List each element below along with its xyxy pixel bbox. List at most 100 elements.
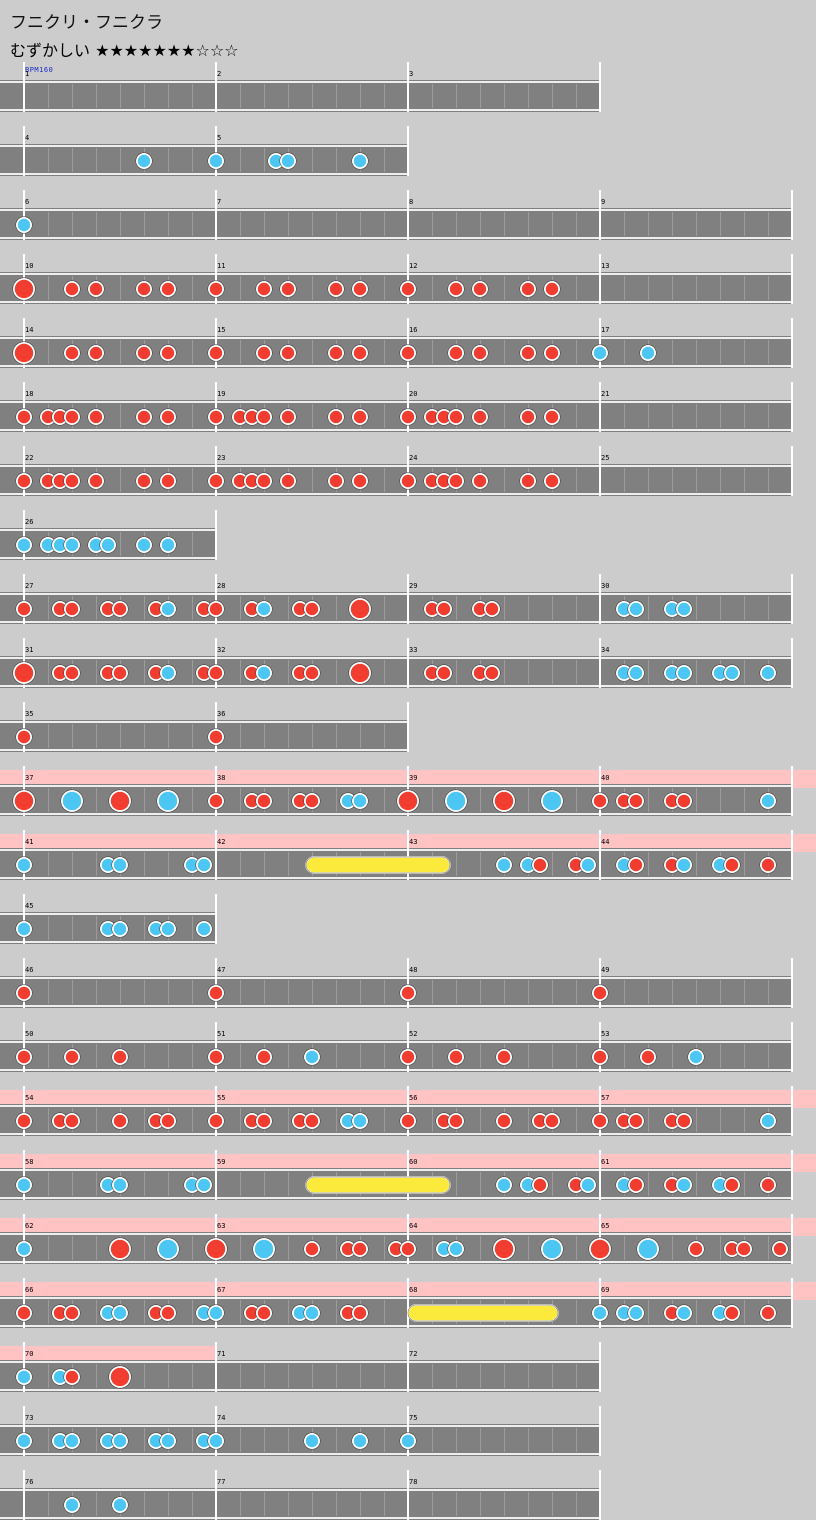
beat-line — [480, 1492, 481, 1516]
ka-note — [195, 1304, 213, 1322]
don-note — [231, 408, 249, 426]
beat-line — [552, 84, 553, 108]
beat-line — [240, 596, 241, 620]
bar-line — [791, 1150, 793, 1200]
note-face — [257, 1114, 271, 1128]
bar-number: 13 — [601, 262, 609, 270]
ka-note — [615, 600, 633, 618]
don-note — [627, 856, 645, 874]
note-face — [17, 858, 31, 872]
bar-line — [23, 1342, 25, 1392]
beat-line — [648, 212, 649, 236]
don-note — [483, 664, 501, 682]
beat-line — [144, 212, 145, 236]
beat-line — [192, 1108, 193, 1132]
bar-number: 65 — [601, 1222, 609, 1230]
note-face — [545, 474, 559, 488]
don-note — [351, 472, 369, 490]
note-face — [209, 986, 223, 1000]
note-face — [677, 1178, 691, 1192]
ka-note — [207, 1432, 225, 1450]
note-face — [65, 1434, 79, 1448]
note-face — [593, 1114, 607, 1128]
don-note — [15, 1048, 33, 1066]
ka-note — [255, 600, 273, 618]
don-note — [303, 600, 321, 618]
bar-number: 60 — [409, 1158, 417, 1166]
note-face — [521, 346, 535, 360]
note-face — [353, 1306, 367, 1320]
beat-line — [48, 148, 49, 172]
beat-line — [744, 212, 745, 236]
beat-line — [48, 852, 49, 876]
beat-line — [672, 1044, 673, 1068]
beat-line — [480, 212, 481, 236]
bar-number: 8 — [409, 198, 413, 206]
ka-big-note — [60, 789, 84, 813]
note-face — [281, 474, 295, 488]
beat-line — [72, 852, 73, 876]
note-face — [53, 1370, 67, 1384]
don-note — [63, 664, 81, 682]
don-note — [147, 600, 165, 618]
beat-line — [576, 596, 577, 620]
bar-number: 57 — [601, 1094, 609, 1102]
note-face — [329, 474, 343, 488]
note-face — [761, 1178, 775, 1192]
bar-line — [407, 1470, 409, 1520]
note-face — [113, 1050, 127, 1064]
ka-note — [159, 1432, 177, 1450]
beat-line — [504, 660, 505, 684]
beat-line — [504, 468, 505, 492]
don-note — [51, 472, 69, 490]
don-note — [567, 856, 585, 874]
note-face — [761, 1306, 775, 1320]
beat-line — [456, 660, 457, 684]
don-note — [387, 1240, 405, 1258]
beat-line — [288, 852, 289, 876]
ka-note — [159, 600, 177, 618]
beat-line — [96, 916, 97, 940]
lane-bottom-edge — [0, 1325, 792, 1327]
score-row: 18 19 20 21 — [0, 382, 793, 432]
ka-note — [579, 1176, 597, 1194]
beat-line — [168, 84, 169, 108]
don-note — [663, 1304, 681, 1322]
bar-number: 48 — [409, 966, 417, 974]
beat-line — [480, 1172, 481, 1196]
beat-line — [696, 596, 697, 620]
ka-note — [99, 920, 117, 938]
don-note — [471, 344, 489, 362]
beat-line — [240, 788, 241, 812]
note-face — [149, 1434, 163, 1448]
beat-line — [744, 1172, 745, 1196]
beat-line — [672, 468, 673, 492]
beat-line — [192, 660, 193, 684]
bar-number: 15 — [217, 326, 225, 334]
note-face — [113, 1178, 127, 1192]
note-face — [473, 346, 487, 360]
don-note — [99, 664, 117, 682]
note-face — [401, 474, 415, 488]
note-face — [14, 343, 34, 363]
beat-line — [432, 788, 433, 812]
don-note — [51, 600, 69, 618]
note-face — [293, 794, 307, 808]
note-face — [65, 1114, 79, 1128]
bar-line — [407, 1150, 409, 1200]
don-note — [759, 1176, 777, 1194]
bar-line — [407, 382, 409, 432]
lane-bottom-edge — [0, 1005, 792, 1007]
note-face — [641, 346, 655, 360]
beat-line — [576, 1044, 577, 1068]
don-note — [63, 344, 81, 362]
note-face — [542, 1239, 562, 1259]
beat-line — [360, 1044, 361, 1068]
drumroll-note — [407, 1304, 559, 1322]
note-face — [497, 1178, 511, 1192]
note-face — [401, 410, 415, 424]
ka-note — [195, 856, 213, 874]
beat-line — [768, 980, 769, 1004]
note-face — [206, 1239, 226, 1259]
don-note — [399, 344, 417, 362]
